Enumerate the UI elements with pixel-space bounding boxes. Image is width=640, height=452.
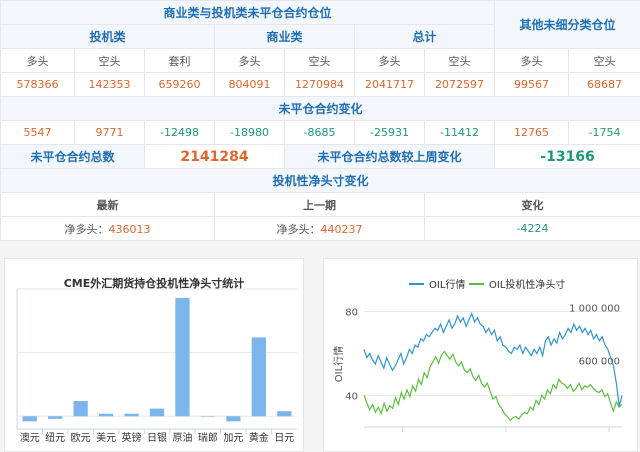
col-short: 空头: [75, 49, 145, 73]
net-long-prefix: 净多头：: [277, 223, 321, 236]
header-speculative: 投机类: [1, 25, 215, 49]
position-value: 2041717: [355, 73, 425, 97]
category-label: 澳元: [20, 431, 40, 444]
category-label: 日元: [274, 433, 294, 444]
change-value: -1754: [569, 121, 640, 145]
change-value: -18980: [215, 121, 285, 145]
category-label: 加元: [223, 432, 243, 444]
bar-chart-panel: CME外汇期货持仓投机性净头寸统计 澳元纽元欧元美元英镑日银原油瑞郎加元黄金日元: [4, 258, 304, 452]
change-value: -12498: [145, 121, 215, 145]
position-value: 2072597: [425, 73, 495, 97]
y-axis-title: OIL行情: [332, 346, 345, 382]
category-label: 英镑: [122, 431, 142, 444]
net-long-prefix: 净多头：: [65, 223, 109, 236]
weekly-change-label: 未平仓合约总数较上周变化: [285, 145, 495, 169]
position-value: 68687: [569, 73, 640, 97]
position-value: 1270984: [285, 73, 355, 97]
header-other: 其他未细分类仓位: [495, 1, 640, 49]
header-oi-change: 未平仓合约变化: [1, 97, 640, 121]
col-previous: 上一期: [215, 193, 425, 217]
net-prev-cell: 净多头：440237: [215, 217, 425, 241]
header-net-position: 投机性净头寸变化: [1, 169, 640, 193]
col-long: 多头: [1, 49, 75, 73]
bar-2: [74, 401, 88, 416]
col-long: 多头: [355, 49, 425, 73]
col-short: 空头: [285, 49, 355, 73]
category-label: 原油: [172, 431, 192, 444]
y-tick-label: 40: [345, 392, 358, 403]
col-short: 空头: [569, 49, 640, 73]
position-value: 804091: [215, 73, 285, 97]
position-value: 142353: [75, 73, 145, 97]
bar-7: [201, 416, 215, 417]
header-total: 总计: [355, 25, 495, 49]
bar-5: [150, 409, 164, 417]
change-value: 5547: [1, 121, 75, 145]
net-latest-cell: 净多头：436013: [1, 217, 215, 241]
position-value: 659260: [145, 73, 215, 97]
bar-1: [48, 416, 62, 419]
y-right-tick-label: 1 000 000: [569, 303, 620, 314]
bar-9: [252, 337, 266, 416]
bar-chart: 澳元纽元欧元美元英镑日银原油瑞郎加元黄金日元: [5, 259, 303, 451]
bar-0: [23, 416, 37, 421]
change-value: 9771: [75, 121, 145, 145]
legend-label: OIL投机性净头寸: [489, 278, 565, 291]
header-main: 商业类与投机类未平仓合约仓位: [1, 1, 495, 25]
total-oi-label: 未平仓合约总数: [1, 145, 145, 169]
col-short: 空头: [425, 49, 495, 73]
total-oi-value: 2141284: [145, 145, 285, 169]
change-value: -8685: [285, 121, 355, 145]
weekly-change-value: -13166: [495, 145, 640, 169]
col-latest: 最新: [1, 193, 215, 217]
category-label: 瑞郎: [198, 431, 218, 444]
position-value: 99567: [495, 73, 569, 97]
bar-6: [175, 298, 189, 416]
col-long: 多头: [495, 49, 569, 73]
bar-3: [99, 414, 113, 417]
cot-position-table: 商业类与投机类未平仓合约仓位 其他未细分类仓位 投机类 商业类 总计 多头 空头…: [0, 0, 640, 241]
bar-10: [277, 411, 291, 416]
category-label: 欧元: [71, 432, 91, 444]
bar-8: [226, 416, 240, 421]
category-label: 美元: [96, 431, 116, 444]
change-value: 12765: [495, 121, 569, 145]
category-label: 日银: [147, 431, 167, 444]
change-value: -25931: [355, 121, 425, 145]
change-value: -11412: [425, 121, 495, 145]
legend-label: OIL行情: [429, 278, 465, 291]
net-prev-value: 440237: [321, 223, 363, 236]
header-commercial: 商业类: [215, 25, 355, 49]
category-label: 黄金: [249, 431, 269, 444]
category-label: 纽元: [45, 431, 65, 444]
bar-4: [124, 414, 138, 417]
y-tick-label: 80: [345, 308, 358, 319]
col-spread: 套利: [145, 49, 215, 73]
net-latest-value: 436013: [109, 223, 151, 236]
col-change: 变化: [425, 193, 640, 217]
position-value: 578366: [1, 73, 75, 97]
net-change-value: -4224: [425, 217, 640, 241]
col-long: 多头: [215, 49, 285, 73]
